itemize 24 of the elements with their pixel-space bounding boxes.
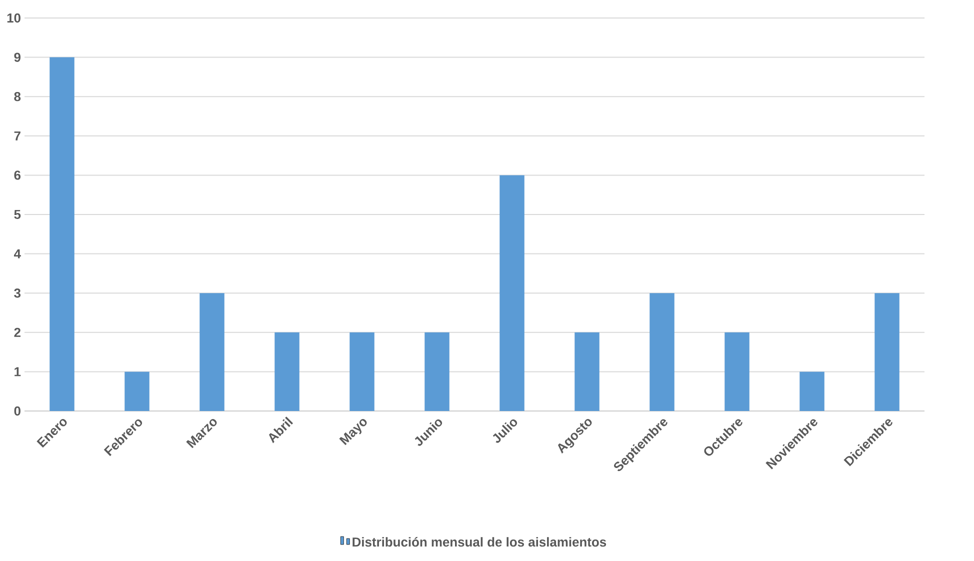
y-tick-label: 2 (14, 328, 20, 337)
y-tick-label: 1 (14, 367, 21, 376)
y-tick-label: 3 (14, 288, 21, 298)
y-tick-label: 5 (14, 210, 21, 220)
bar (200, 293, 224, 411)
y-tick-label: 7 (14, 131, 20, 140)
y-tick-label: 6 (14, 170, 21, 180)
bar (800, 372, 824, 411)
y-tick-label: 8 (14, 92, 21, 102)
bar (650, 293, 674, 411)
bar (574, 332, 600, 411)
y-tick-label: 4 (14, 249, 21, 258)
bar (874, 293, 900, 411)
y-tick-label: 0 (14, 406, 20, 416)
y-tick-label: 9 (14, 52, 20, 62)
bar (50, 57, 74, 411)
bar (274, 332, 300, 411)
bar (124, 372, 150, 411)
legend-label: Distribución mensual de los aislamientos (352, 537, 606, 547)
bar (724, 332, 750, 411)
bar (424, 332, 450, 411)
bar (350, 332, 374, 411)
y-tick-label: 10 (7, 13, 20, 23)
bar (500, 175, 524, 411)
